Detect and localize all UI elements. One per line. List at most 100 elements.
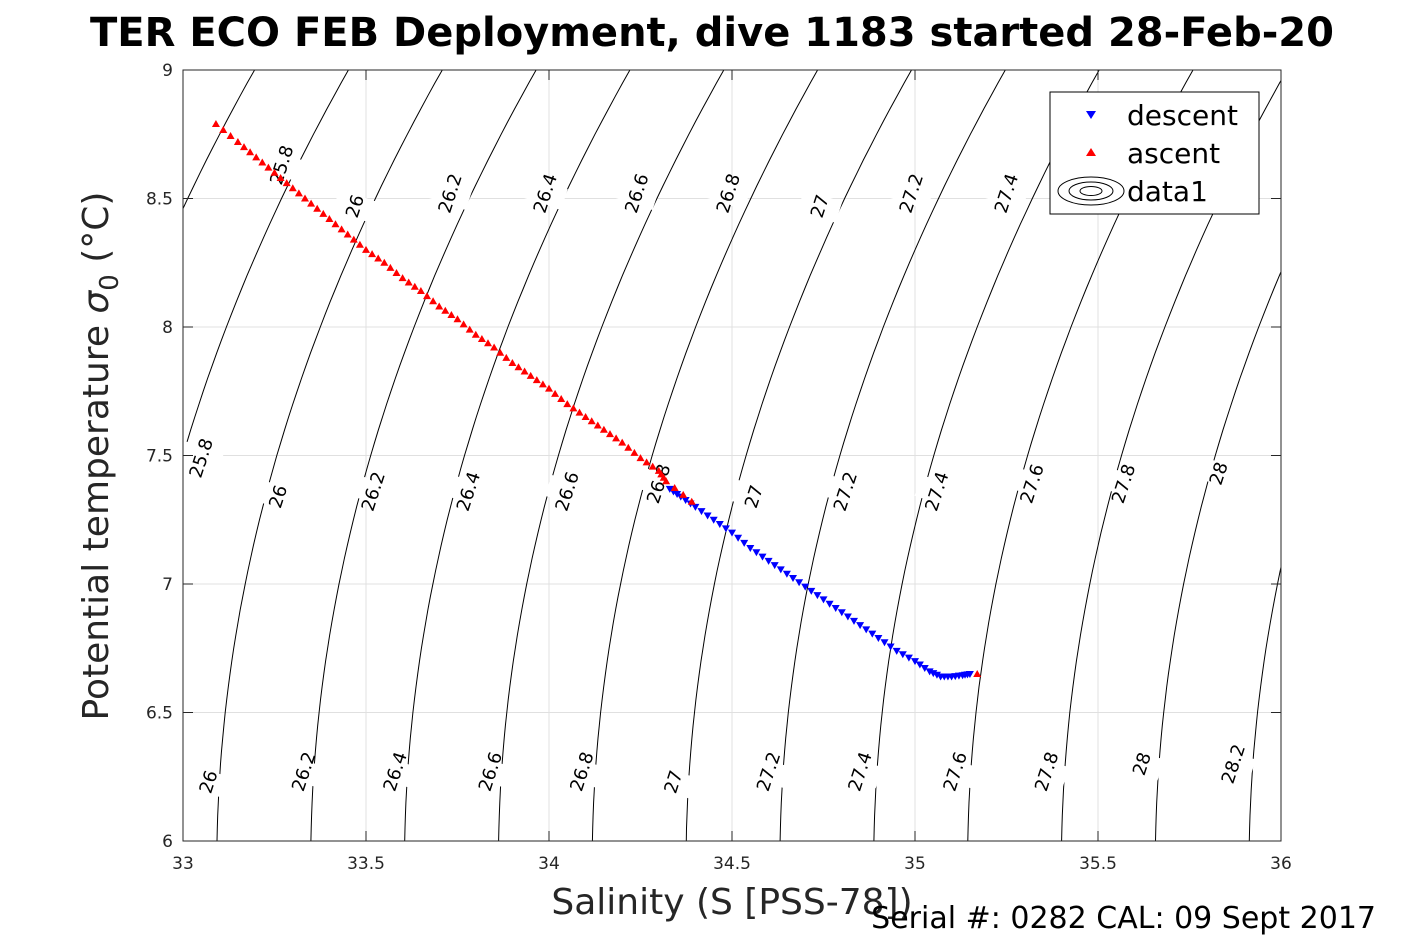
contour-label-bg bbox=[746, 754, 792, 789]
ascent-point bbox=[374, 254, 383, 262]
legend-ascent-label: ascent bbox=[1127, 137, 1220, 170]
ascent-point bbox=[246, 148, 255, 156]
ascent-point bbox=[587, 417, 596, 425]
ascent-point bbox=[447, 311, 456, 319]
descent-point bbox=[807, 587, 816, 595]
ascent-point bbox=[514, 363, 523, 371]
x-tick-label: 35 bbox=[904, 854, 926, 874]
descent-point bbox=[880, 639, 889, 647]
contour-label-bg bbox=[544, 474, 590, 509]
ascent-point bbox=[606, 430, 614, 438]
ascent-point bbox=[612, 434, 621, 442]
descent-point bbox=[856, 622, 865, 630]
contour-label-bg bbox=[1101, 467, 1147, 501]
descent-point bbox=[752, 549, 761, 557]
y-tick-label: 7 bbox=[162, 575, 173, 595]
y-tick-label: 6.5 bbox=[146, 704, 173, 724]
descent-point bbox=[795, 579, 804, 587]
y-tick-label: 8 bbox=[162, 318, 173, 338]
legend-data1-label: data1 bbox=[1127, 175, 1208, 208]
ascent-point bbox=[496, 348, 505, 356]
isopycnal-line bbox=[873, 70, 1100, 841]
contour-label-bg bbox=[259, 148, 305, 182]
descent-point bbox=[681, 497, 690, 505]
legend-descent-label: descent bbox=[1127, 99, 1238, 132]
x-tick-label: 34 bbox=[538, 854, 560, 874]
y-tick-label: 9 bbox=[162, 61, 173, 81]
ascent-point bbox=[252, 153, 261, 161]
isopycnal-line bbox=[1248, 564, 1281, 841]
contour-label-bg bbox=[332, 189, 378, 223]
ascent-point bbox=[453, 315, 462, 323]
ascent-point bbox=[618, 438, 627, 446]
ascent-point bbox=[526, 371, 535, 379]
y-axis-label-symbol: σ bbox=[76, 290, 117, 314]
ascent-point bbox=[301, 194, 309, 202]
ascent-point bbox=[337, 225, 346, 233]
y-axis-label-main: Potential temperature bbox=[76, 314, 117, 721]
ascent-point bbox=[362, 245, 370, 253]
ascent-point bbox=[410, 282, 419, 290]
ascent-point bbox=[435, 302, 444, 310]
descent-point bbox=[892, 647, 901, 655]
ascent-point bbox=[508, 358, 517, 366]
ascent-point bbox=[264, 163, 273, 171]
contour-label-bg bbox=[614, 176, 660, 211]
ascent-point bbox=[502, 353, 511, 361]
ascent-point bbox=[211, 119, 220, 127]
contour-label-bg bbox=[427, 176, 473, 211]
ascent-point bbox=[288, 184, 297, 192]
descent-point bbox=[764, 557, 773, 565]
ascent-point bbox=[477, 334, 486, 342]
ascent-point bbox=[575, 408, 584, 416]
descent-point bbox=[831, 604, 840, 612]
isopycnal-line bbox=[591, 70, 819, 841]
isopycnal-line bbox=[685, 70, 912, 841]
contour-label-bg bbox=[186, 765, 232, 799]
ascent-point bbox=[484, 339, 492, 347]
ascent-point bbox=[520, 367, 529, 375]
ascent-point bbox=[276, 173, 285, 181]
legend: descent ascent data1 bbox=[1049, 91, 1260, 215]
contour-label-bg bbox=[1024, 754, 1070, 789]
descent-point bbox=[691, 503, 700, 511]
contour-label-bg bbox=[372, 754, 418, 789]
isopycnal-line bbox=[183, 70, 349, 458]
y-axis-label: Potential temperature σ0 (°C) bbox=[76, 192, 125, 721]
ascent-point bbox=[233, 137, 242, 145]
y-tick-label: 6 bbox=[162, 832, 173, 852]
ascent-point bbox=[679, 490, 688, 498]
isopycnal-line bbox=[1343, 70, 1417, 841]
ascent-point bbox=[240, 143, 248, 151]
ascent-point bbox=[307, 199, 316, 207]
isopycnal-line bbox=[1155, 270, 1281, 841]
descent-point bbox=[915, 661, 924, 669]
ascent-point bbox=[349, 235, 358, 243]
contour-label-bg bbox=[522, 176, 568, 211]
ascent-point bbox=[624, 443, 633, 451]
ascent-point bbox=[325, 215, 334, 223]
ascent-point bbox=[662, 477, 671, 485]
contour-label-bg bbox=[1196, 456, 1242, 491]
contour-label-bg bbox=[559, 754, 605, 789]
descent-point bbox=[721, 525, 730, 533]
ascent-point bbox=[319, 209, 328, 217]
isopycnal-line bbox=[779, 70, 1006, 841]
descent-point bbox=[874, 634, 883, 642]
ascent-point bbox=[973, 669, 982, 677]
legend-box bbox=[1049, 91, 1260, 215]
ascent-point bbox=[294, 189, 303, 197]
contour-label-bg bbox=[914, 474, 960, 509]
isopycnal-contours: 25.825.826262626.226.226.226.426.426.426… bbox=[178, 70, 1417, 841]
descent-point bbox=[813, 592, 822, 600]
ascent-point bbox=[471, 330, 480, 338]
descent-point bbox=[673, 491, 682, 499]
x-tick-label: 36 bbox=[1270, 854, 1292, 874]
descent-point bbox=[715, 521, 724, 529]
contour-label-bg bbox=[281, 754, 327, 789]
ascent-point bbox=[386, 263, 395, 271]
ascent-point bbox=[630, 448, 639, 456]
ascent-point bbox=[270, 168, 279, 176]
contour-label-bg bbox=[797, 189, 843, 223]
